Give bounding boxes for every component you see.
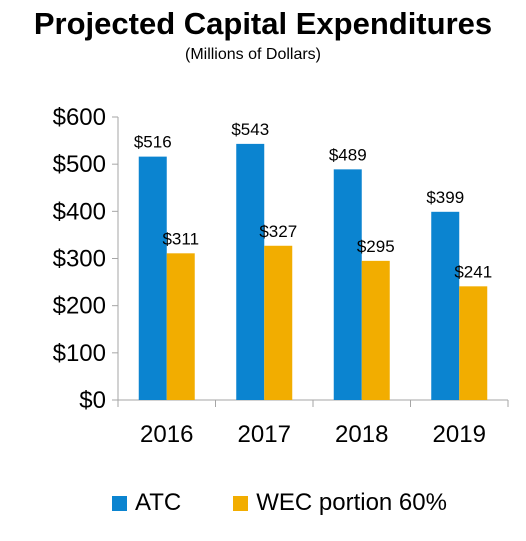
x-tick-label: 2016: [140, 421, 193, 448]
chart-title: Projected Capital Expenditures: [33, 6, 493, 41]
bar-atc-2017: [236, 143, 265, 400]
legend-swatch-atc: [112, 495, 127, 511]
chart-subtitle-text: (Millions of Dollars): [184, 46, 322, 63]
legend-item-wec: WEC portion 60%: [233, 489, 447, 517]
chart-subtitle: (Millions of Dollars): [0, 45, 526, 65]
legend-item-atc: ATC: [112, 489, 181, 517]
bar-atc-2016: [138, 156, 167, 400]
data-label: $241: [454, 262, 492, 281]
data-label: $543: [231, 120, 269, 139]
legend-swatch-wec: [233, 495, 249, 511]
bar-wec-2017: [264, 245, 293, 400]
legend: ATC WEC portion 60%: [112, 489, 499, 517]
y-tick-label: $100: [53, 340, 106, 367]
y-tick-label: $300: [53, 246, 106, 273]
bar-wec-2018: [361, 260, 390, 400]
legend-label-wec: WEC portion 60%: [256, 489, 447, 516]
legend-label-atc: ATC: [135, 489, 182, 516]
y-tick-label: $500: [53, 151, 106, 178]
x-tick-label: 2019: [433, 421, 486, 448]
bar-atc-2018: [333, 169, 362, 400]
y-tick-label: $600: [53, 104, 106, 131]
y-tick-label: $0: [79, 387, 106, 414]
y-tick-label: $200: [53, 293, 106, 320]
data-label: $516: [134, 133, 172, 152]
data-label: $295: [357, 237, 395, 256]
bar-wec-2016: [166, 253, 195, 400]
data-label: $399: [426, 188, 464, 207]
data-label: $311: [162, 229, 199, 248]
x-tick-label: 2017: [238, 421, 291, 448]
y-tick-label: $400: [53, 198, 106, 225]
bar-atc-2019: [431, 211, 460, 400]
data-label: $327: [259, 222, 297, 241]
x-tick-label: 2018: [335, 421, 388, 448]
data-label: $489: [329, 145, 367, 164]
bar-wec-2019: [459, 286, 488, 400]
